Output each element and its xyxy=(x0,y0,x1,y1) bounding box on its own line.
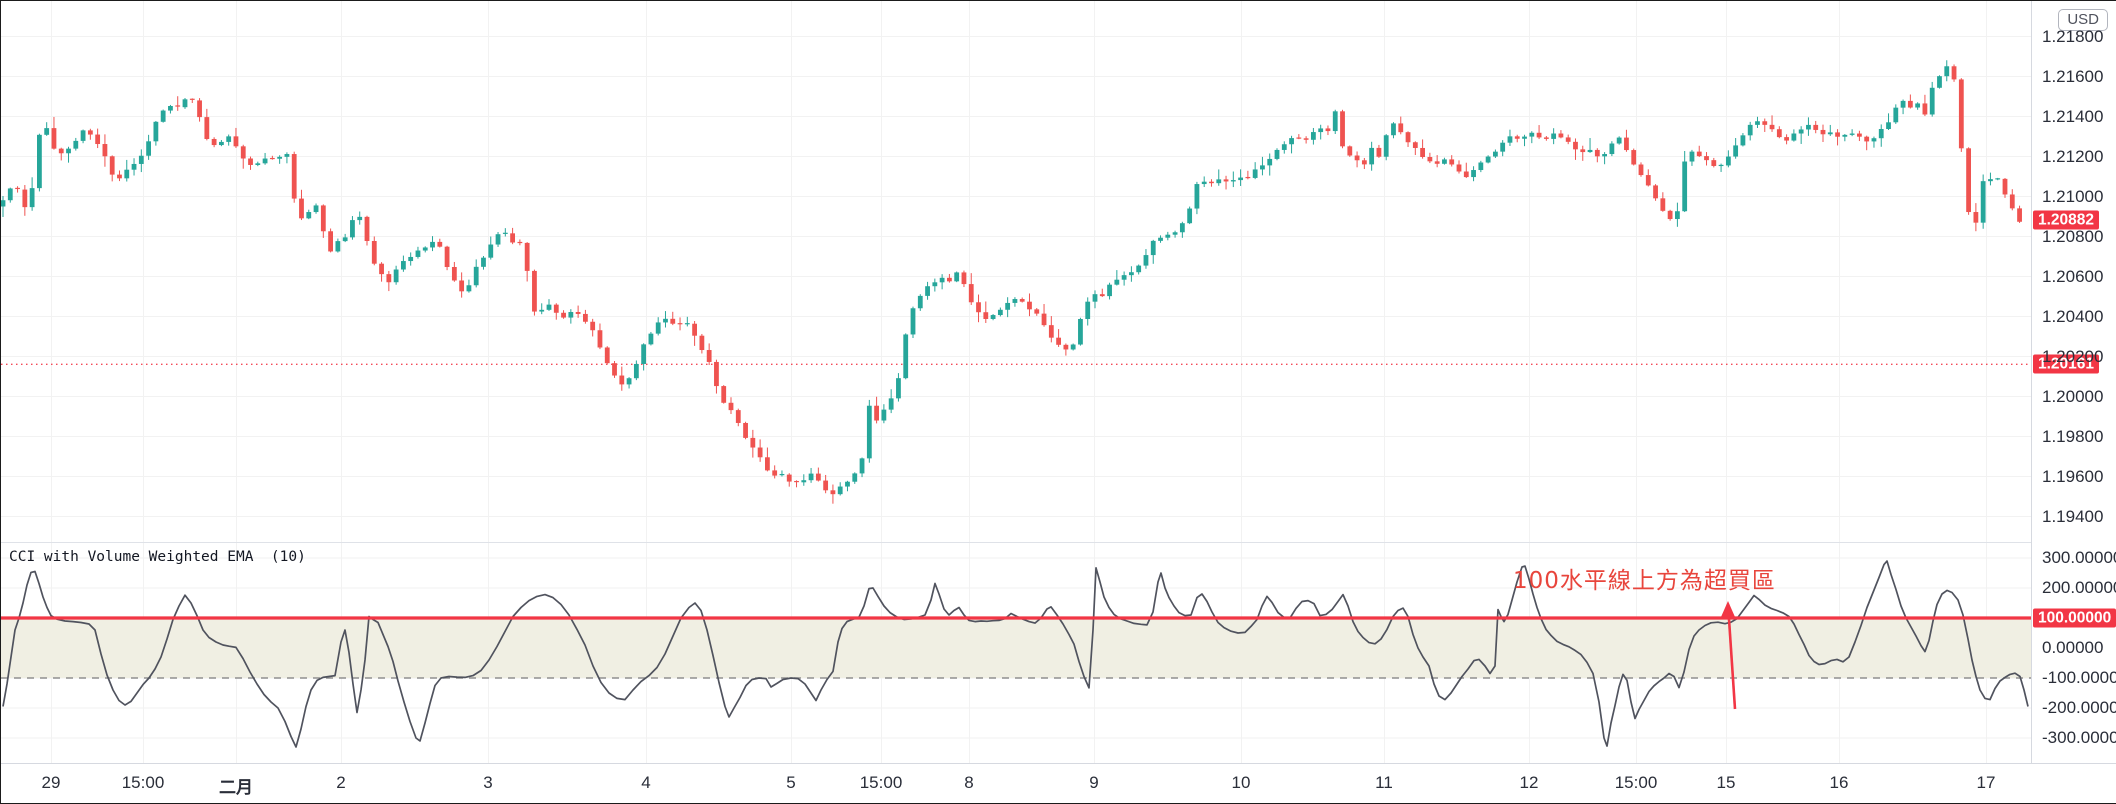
currency-chip[interactable]: USD xyxy=(2058,9,2108,31)
time-tick-label: 2 xyxy=(336,773,346,792)
price-tick-label: 1.20000 xyxy=(2042,386,2104,406)
price-tick-label: 1.21000 xyxy=(2042,186,2104,206)
cci-line xyxy=(2,560,2029,748)
cci-tick-label: -100.00000 xyxy=(2042,668,2116,687)
price-tick-label: 1.21800 xyxy=(2042,26,2104,46)
time-tick-label: 5 xyxy=(786,773,796,792)
time-tick-label: 15 xyxy=(1716,773,1736,792)
price-tick-label: 1.20400 xyxy=(2042,306,2104,326)
candlestick-series xyxy=(1,60,2022,504)
price-tick-label: 1.21200 xyxy=(2042,146,2104,166)
price-scale[interactable]: USD 1.20882 1.20161 100.00000 1.21800 1.2… xyxy=(2031,1,2116,763)
indicator-title[interactable]: CCI with Volume Weighted EMA (10) xyxy=(9,549,306,565)
time-tick-label: 12 xyxy=(1519,773,1539,792)
price-tick-label: 1.21600 xyxy=(2042,66,2104,86)
cci-tick-label: 300.00000 xyxy=(2042,548,2116,567)
overbought-level-tag: 100.00000 xyxy=(2033,608,2116,628)
overbought-annotation-text[interactable]: 100水平線上方為超買區 xyxy=(1513,568,1776,594)
price-tick-label: 1.20200 xyxy=(2042,346,2104,366)
marked-level-tag: 1.20161 xyxy=(2033,354,2100,374)
cci-band xyxy=(1,618,2031,678)
chart-plot-area[interactable] xyxy=(1,1,2031,763)
time-tick-label: 3 xyxy=(483,773,493,792)
time-tick-label: 17 xyxy=(1976,773,1996,792)
price-tick-label: 1.19800 xyxy=(2042,426,2104,446)
time-tick-label: 8 xyxy=(964,773,974,792)
annotation-arrow[interactable] xyxy=(1721,601,1737,710)
time-tick-label: 15:00 xyxy=(1614,773,1658,792)
cci-tick-label: -200.00000 xyxy=(2042,698,2116,717)
cci-tick-label: 200.00000 xyxy=(2042,578,2116,597)
time-tick-label: 二月 xyxy=(219,778,253,797)
price-tick-label: 1.20600 xyxy=(2042,266,2104,286)
time-tick-label: 16 xyxy=(1829,773,1849,792)
cci-tick-label: -300.00000 xyxy=(2042,728,2116,747)
time-tick-label: 29 xyxy=(41,773,61,792)
price-tick-label: 1.19600 xyxy=(2042,466,2104,486)
time-tick-label: 11 xyxy=(1375,773,1393,792)
time-tick-label: 15:00 xyxy=(121,773,165,792)
cci-tick-label: 0.00000 xyxy=(2042,638,2104,657)
time-scale[interactable]: 29 15:00 二月 2 3 4 5 15:00 8 9 10 11 12 15:00 15 16 17 xyxy=(1,763,2116,803)
price-tick-label: 1.20800 xyxy=(2042,226,2104,246)
price-tick-label: 1.19400 xyxy=(2042,506,2104,526)
time-tick-label: 10 xyxy=(1231,773,1251,792)
price-tick-label: 1.21400 xyxy=(2042,106,2104,126)
time-tick-label: 15:00 xyxy=(859,773,903,792)
time-tick-label: 4 xyxy=(641,773,651,792)
time-tick-label: 9 xyxy=(1089,773,1099,792)
last-price-tag: 1.20882 xyxy=(2033,210,2100,230)
